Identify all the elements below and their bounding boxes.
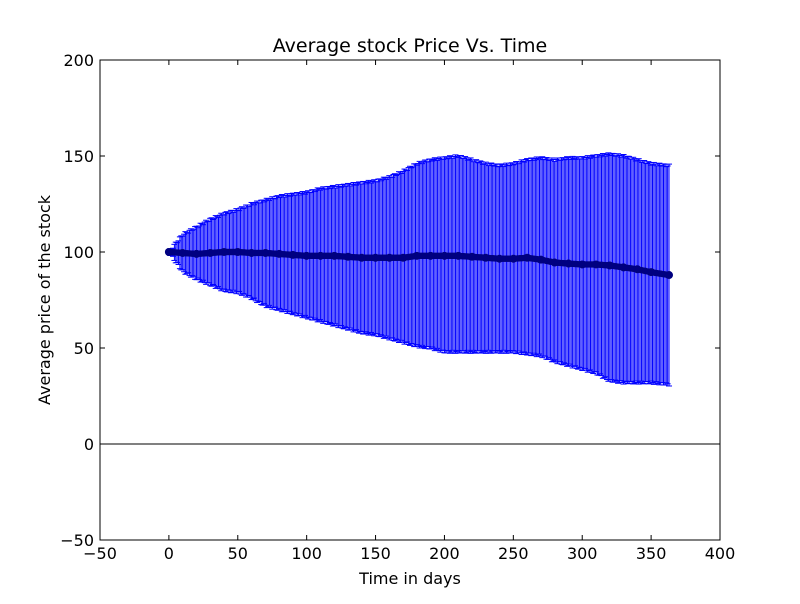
x-tick-label: 400	[705, 544, 736, 563]
data-point	[247, 248, 256, 257]
data-point	[578, 260, 587, 269]
plot-frame	[99, 59, 721, 541]
y-tick-label: −50	[60, 531, 94, 550]
data-point	[647, 268, 656, 277]
x-axis-label: Time in days	[358, 569, 461, 588]
data-point	[206, 248, 215, 257]
data-point	[523, 253, 532, 262]
data-point	[275, 249, 284, 258]
x-tick-label: 50	[228, 544, 248, 563]
data-point	[344, 252, 352, 261]
data-point	[605, 261, 614, 270]
data-point	[330, 251, 339, 260]
data-point	[164, 248, 173, 256]
data-point	[302, 251, 311, 260]
data-point	[316, 251, 325, 260]
data-point	[495, 254, 504, 263]
data-point	[399, 253, 408, 262]
x-tick-label: 150	[360, 544, 391, 563]
y-axis-label: Average price of the stock	[35, 194, 54, 405]
data-point	[619, 263, 628, 272]
x-tick-label: 300	[567, 544, 598, 563]
data-point	[536, 255, 545, 264]
y-tick-label: 150	[63, 147, 94, 166]
data-point	[592, 260, 600, 269]
x-tick-label: 250	[498, 544, 529, 563]
data-point	[440, 251, 449, 260]
data-point	[550, 258, 559, 267]
data-point	[357, 253, 366, 262]
data-point	[481, 253, 490, 262]
data-point	[220, 248, 228, 256]
x-tick-label: 200	[429, 544, 460, 563]
data-point	[178, 248, 187, 257]
data-point	[665, 271, 674, 280]
data-point	[468, 252, 476, 261]
y-tick-label: 0	[84, 435, 94, 454]
y-tick-label: 50	[74, 339, 94, 358]
data-point	[288, 250, 297, 259]
x-tick-label: −50	[83, 544, 117, 563]
tick-layer: −50 0 50 100 150 200 250 300 350 400 −50 0 50 100 150 2…	[60, 51, 735, 563]
y-tick-label: 200	[63, 51, 94, 70]
data-point	[371, 253, 380, 262]
data-point	[564, 259, 573, 268]
plot-layer	[100, 152, 720, 445]
data-point	[261, 248, 270, 257]
data-point	[385, 253, 394, 262]
data-point	[426, 251, 435, 260]
data-point	[454, 251, 463, 260]
x-tick-label: 350	[636, 544, 667, 563]
x-tick-label: 100	[291, 544, 322, 563]
chart-title: Average stock Price Vs. Time	[273, 35, 547, 57]
data-point	[509, 254, 518, 263]
x-tick-label: 0	[164, 544, 174, 563]
y-tick-label: 100	[63, 243, 94, 262]
data-point	[633, 265, 642, 274]
data-point	[192, 249, 201, 258]
data-point	[412, 251, 421, 260]
data-point	[233, 248, 242, 256]
